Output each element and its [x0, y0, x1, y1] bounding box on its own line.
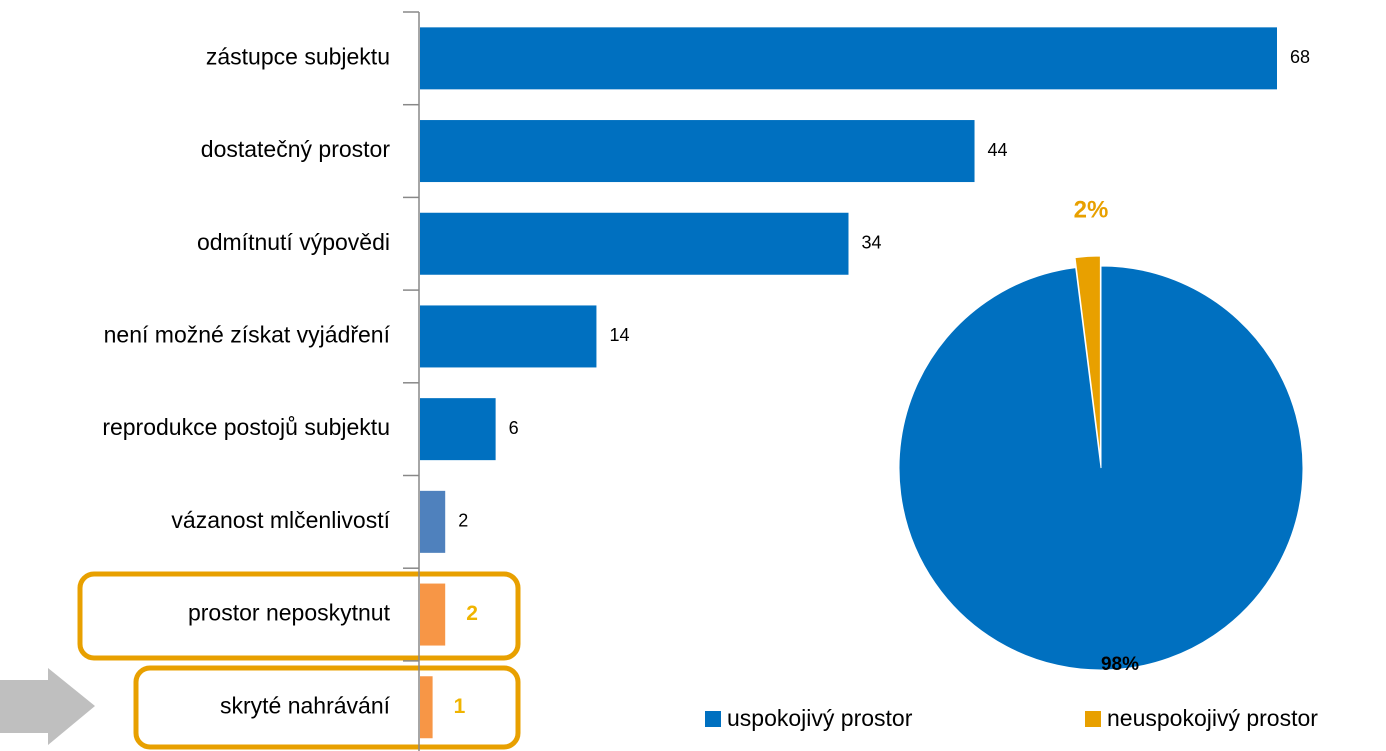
pie-slice	[898, 265, 1304, 671]
legend-swatch	[705, 711, 721, 727]
pie-slice	[1074, 255, 1101, 459]
legend-label: uspokojivý prostor	[727, 705, 913, 731]
value-label: 34	[862, 233, 882, 253]
arrow	[0, 668, 95, 745]
value-label: 98%	[1101, 654, 1139, 675]
highlight-box	[77, 571, 521, 661]
category-label: zástupce subjektu	[206, 43, 390, 69]
category-label: reprodukce postojů subjektu	[102, 414, 390, 440]
value-label: 44	[988, 140, 1008, 160]
category-label: vázanost mlčenlivostí	[171, 507, 390, 533]
value-label: 1	[454, 695, 466, 718]
legend-swatch	[1085, 711, 1101, 727]
category-label: skryté nahrávání	[220, 692, 391, 718]
bar	[420, 27, 1277, 90]
value-label: 2	[458, 511, 468, 531]
bar	[420, 212, 849, 275]
bar	[420, 490, 446, 553]
legend-label: neuspokojivý prostor	[1107, 705, 1318, 731]
category-label: prostor neposkytnut	[188, 600, 391, 626]
value-label: 2%	[1074, 196, 1109, 223]
highlight-box	[133, 665, 521, 750]
bar	[420, 676, 433, 739]
bar	[420, 305, 597, 368]
value-label: 68	[1290, 47, 1310, 67]
bar	[420, 583, 446, 646]
category-label: není možné získat vyjádření	[104, 322, 391, 348]
bar	[420, 120, 975, 183]
value-label: 6	[509, 418, 519, 438]
category-label: dostatečný prostor	[201, 136, 391, 162]
value-label: 14	[609, 325, 629, 345]
value-label: 2	[466, 602, 478, 625]
bar	[420, 398, 496, 461]
category-label: odmítnutí výpovědi	[197, 229, 390, 255]
